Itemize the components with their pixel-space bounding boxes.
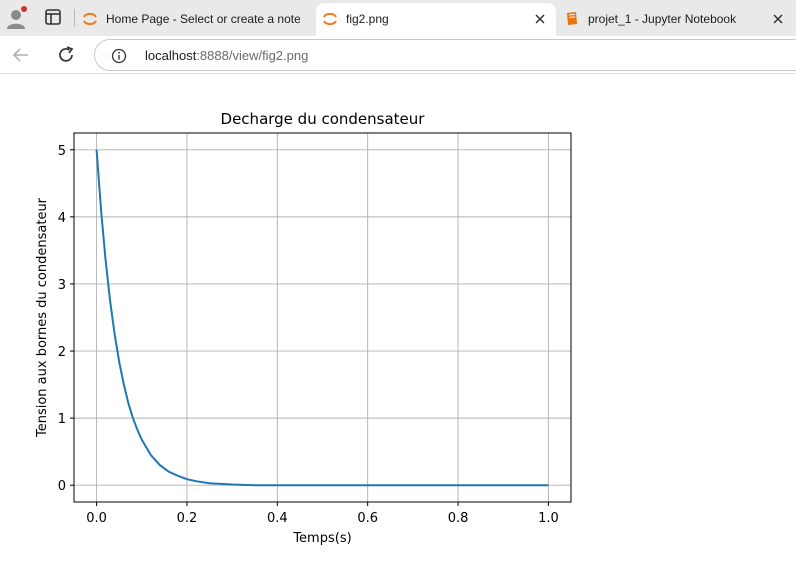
tab-strip: Home Page - Select or create a notebook … (0, 0, 796, 36)
url-text: localhost:8888/view/fig2.png (145, 48, 308, 64)
x-tick-label: 0.6 (357, 511, 378, 526)
matplotlib-figure: 0.0 0.2 0.4 0.6 0.8 1.0 0 1 2 3 4 5 Decharge du co… (35, 110, 572, 546)
navigation-toolbar: localhost:8888/view/fig2.png (0, 36, 796, 74)
y-tick-label: 2 (58, 345, 66, 360)
x-axis-label: Temps(s) (292, 531, 351, 546)
x-ticks: 0.0 0.2 0.4 0.6 0.8 1.0 (86, 502, 559, 526)
chart-title: Decharge du condensateur (221, 110, 426, 128)
y-tick-label: 0 (58, 479, 66, 494)
close-icon[interactable] (770, 11, 786, 27)
url-host: localhost (145, 48, 197, 63)
y-tick-label: 4 (58, 211, 66, 226)
x-tick-label: 0.2 (177, 511, 198, 526)
tab-home-page[interactable]: Home Page - Select or create a notebook (76, 3, 314, 36)
tab-title: projet_1 - Jupyter Notebook (588, 12, 737, 26)
tab-separator (74, 9, 75, 27)
profile-avatar-icon[interactable] (4, 6, 28, 30)
close-icon[interactable] (532, 11, 548, 27)
profile-notification-dot (21, 6, 27, 12)
reload-icon[interactable] (55, 44, 77, 66)
x-tick-label: 0.0 (86, 511, 107, 526)
tab-title: Home Page - Select or create a notebook (106, 12, 300, 26)
x-tick-label: 0.4 (267, 511, 288, 526)
axes-frame (73, 132, 572, 503)
site-info-icon[interactable] (111, 48, 127, 64)
grid (74, 133, 571, 502)
url-path: :8888/view/fig2.png (196, 48, 309, 63)
y-tick-label: 3 (58, 278, 66, 293)
series-line (95, 149, 549, 487)
notebook-icon (567, 12, 577, 25)
tab-fig2[interactable]: fig2.png (316, 3, 556, 36)
address-bar[interactable]: localhost:8888/view/fig2.png (94, 39, 796, 71)
y-tick-label: 1 (58, 412, 66, 427)
y-ticks: 0 1 2 3 4 5 (58, 144, 74, 494)
x-tick-label: 1.0 (538, 511, 559, 526)
tab-projet-1[interactable]: projet_1 - Jupyter Notebook (558, 3, 796, 36)
back-arrow-icon[interactable] (10, 44, 32, 66)
y-tick-label: 5 (58, 144, 66, 159)
tab-title: fig2.png (346, 12, 389, 26)
jupyter-icon (323, 12, 337, 26)
tab-actions-icon[interactable] (44, 8, 62, 26)
x-tick-label: 0.8 (448, 511, 469, 526)
y-axis-label: Tension aux bornes du condensateur (35, 197, 50, 438)
jupyter-icon (83, 12, 97, 26)
